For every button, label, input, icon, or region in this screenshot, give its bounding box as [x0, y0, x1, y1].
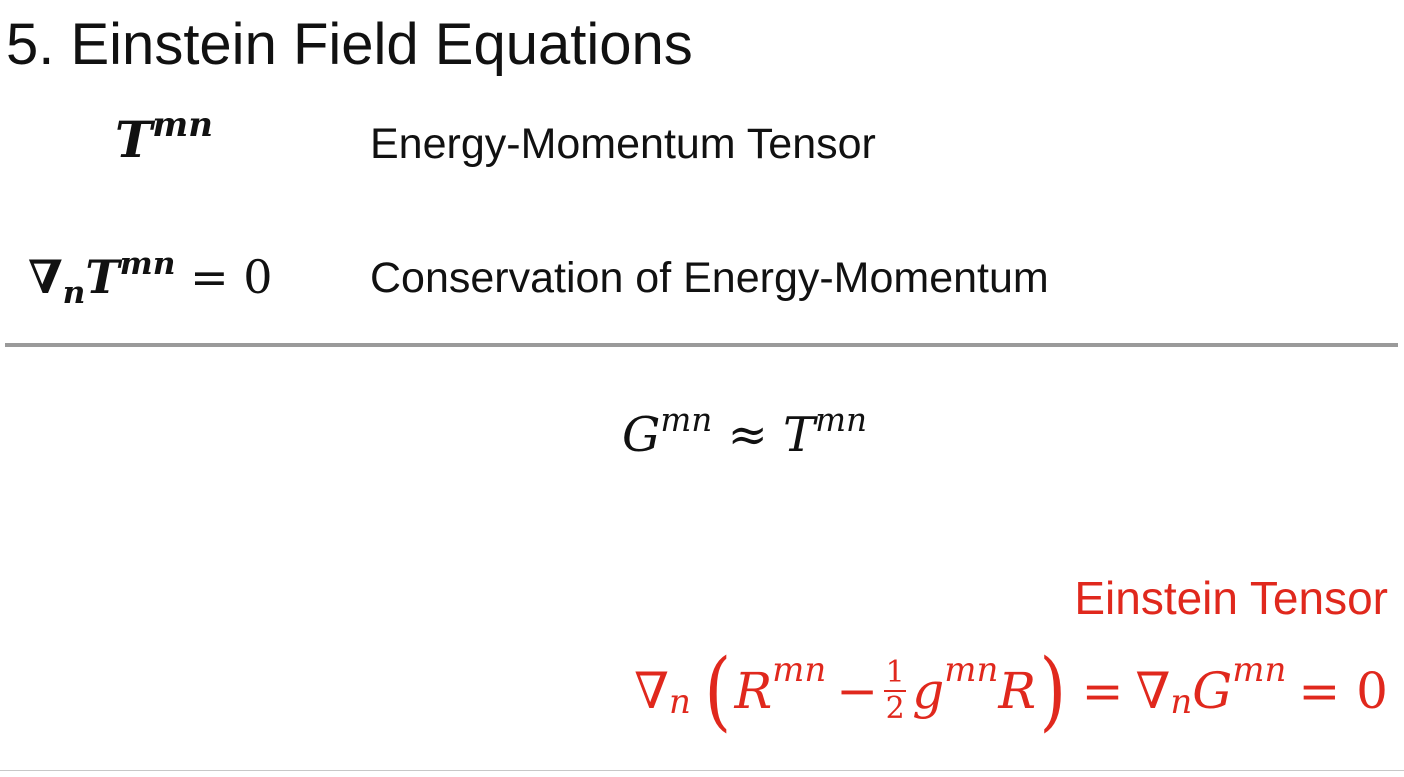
energy-momentum-tensor-description: Energy-Momentum Tensor — [370, 120, 876, 168]
tensor-superscript: mn — [152, 104, 213, 145]
metric-tensor: g — [912, 662, 945, 720]
einstein-tensor-g: G — [1192, 662, 1233, 720]
ricci-scalar: R — [998, 662, 1036, 720]
einstein-tensor-label: Einstein Tensor — [1074, 572, 1388, 624]
tensor-base: T — [85, 250, 120, 304]
conservation-equation: ∇nTmn = 0 — [28, 245, 273, 309]
one-half-fraction: 1 2 — [884, 655, 907, 726]
t-superscript: mn — [815, 400, 868, 439]
ricci-tensor: R — [734, 662, 773, 720]
nabla-symbol-2: ∇ — [1135, 662, 1171, 720]
g-approx-t-equation: Gmn ≈ Tmn — [622, 403, 867, 465]
g-tensor: G — [622, 407, 661, 463]
tensor-base: T — [115, 110, 153, 169]
nabla-symbol: ∇ — [634, 662, 670, 720]
nabla-subscript: n — [62, 275, 86, 311]
tensor-superscript: mn — [119, 245, 176, 282]
fraction-numerator: 1 — [885, 655, 905, 690]
g-superscript: mn — [660, 400, 713, 439]
divider — [5, 343, 1398, 347]
bottom-border — [0, 770, 1404, 771]
fraction-denominator: 2 — [885, 691, 905, 726]
minus-operator: − — [836, 662, 879, 720]
equals-operator: = — [1081, 662, 1124, 720]
t-tensor: T — [783, 407, 816, 463]
fraction-bar — [884, 690, 907, 692]
close-paren: ) — [1039, 641, 1067, 741]
conservation-description: Conservation of Energy-Momentum — [370, 254, 1049, 302]
nabla-symbol: ∇ — [28, 250, 63, 304]
approx-operator: ≈ — [727, 407, 768, 463]
energy-momentum-tensor-symbol: Tmn — [115, 108, 213, 170]
open-paren: ( — [704, 641, 732, 741]
slide-title: 5. Einstein Field Equations — [6, 12, 693, 77]
equals-zero: = 0 — [1298, 662, 1388, 720]
equals-zero: = 0 — [190, 250, 273, 304]
